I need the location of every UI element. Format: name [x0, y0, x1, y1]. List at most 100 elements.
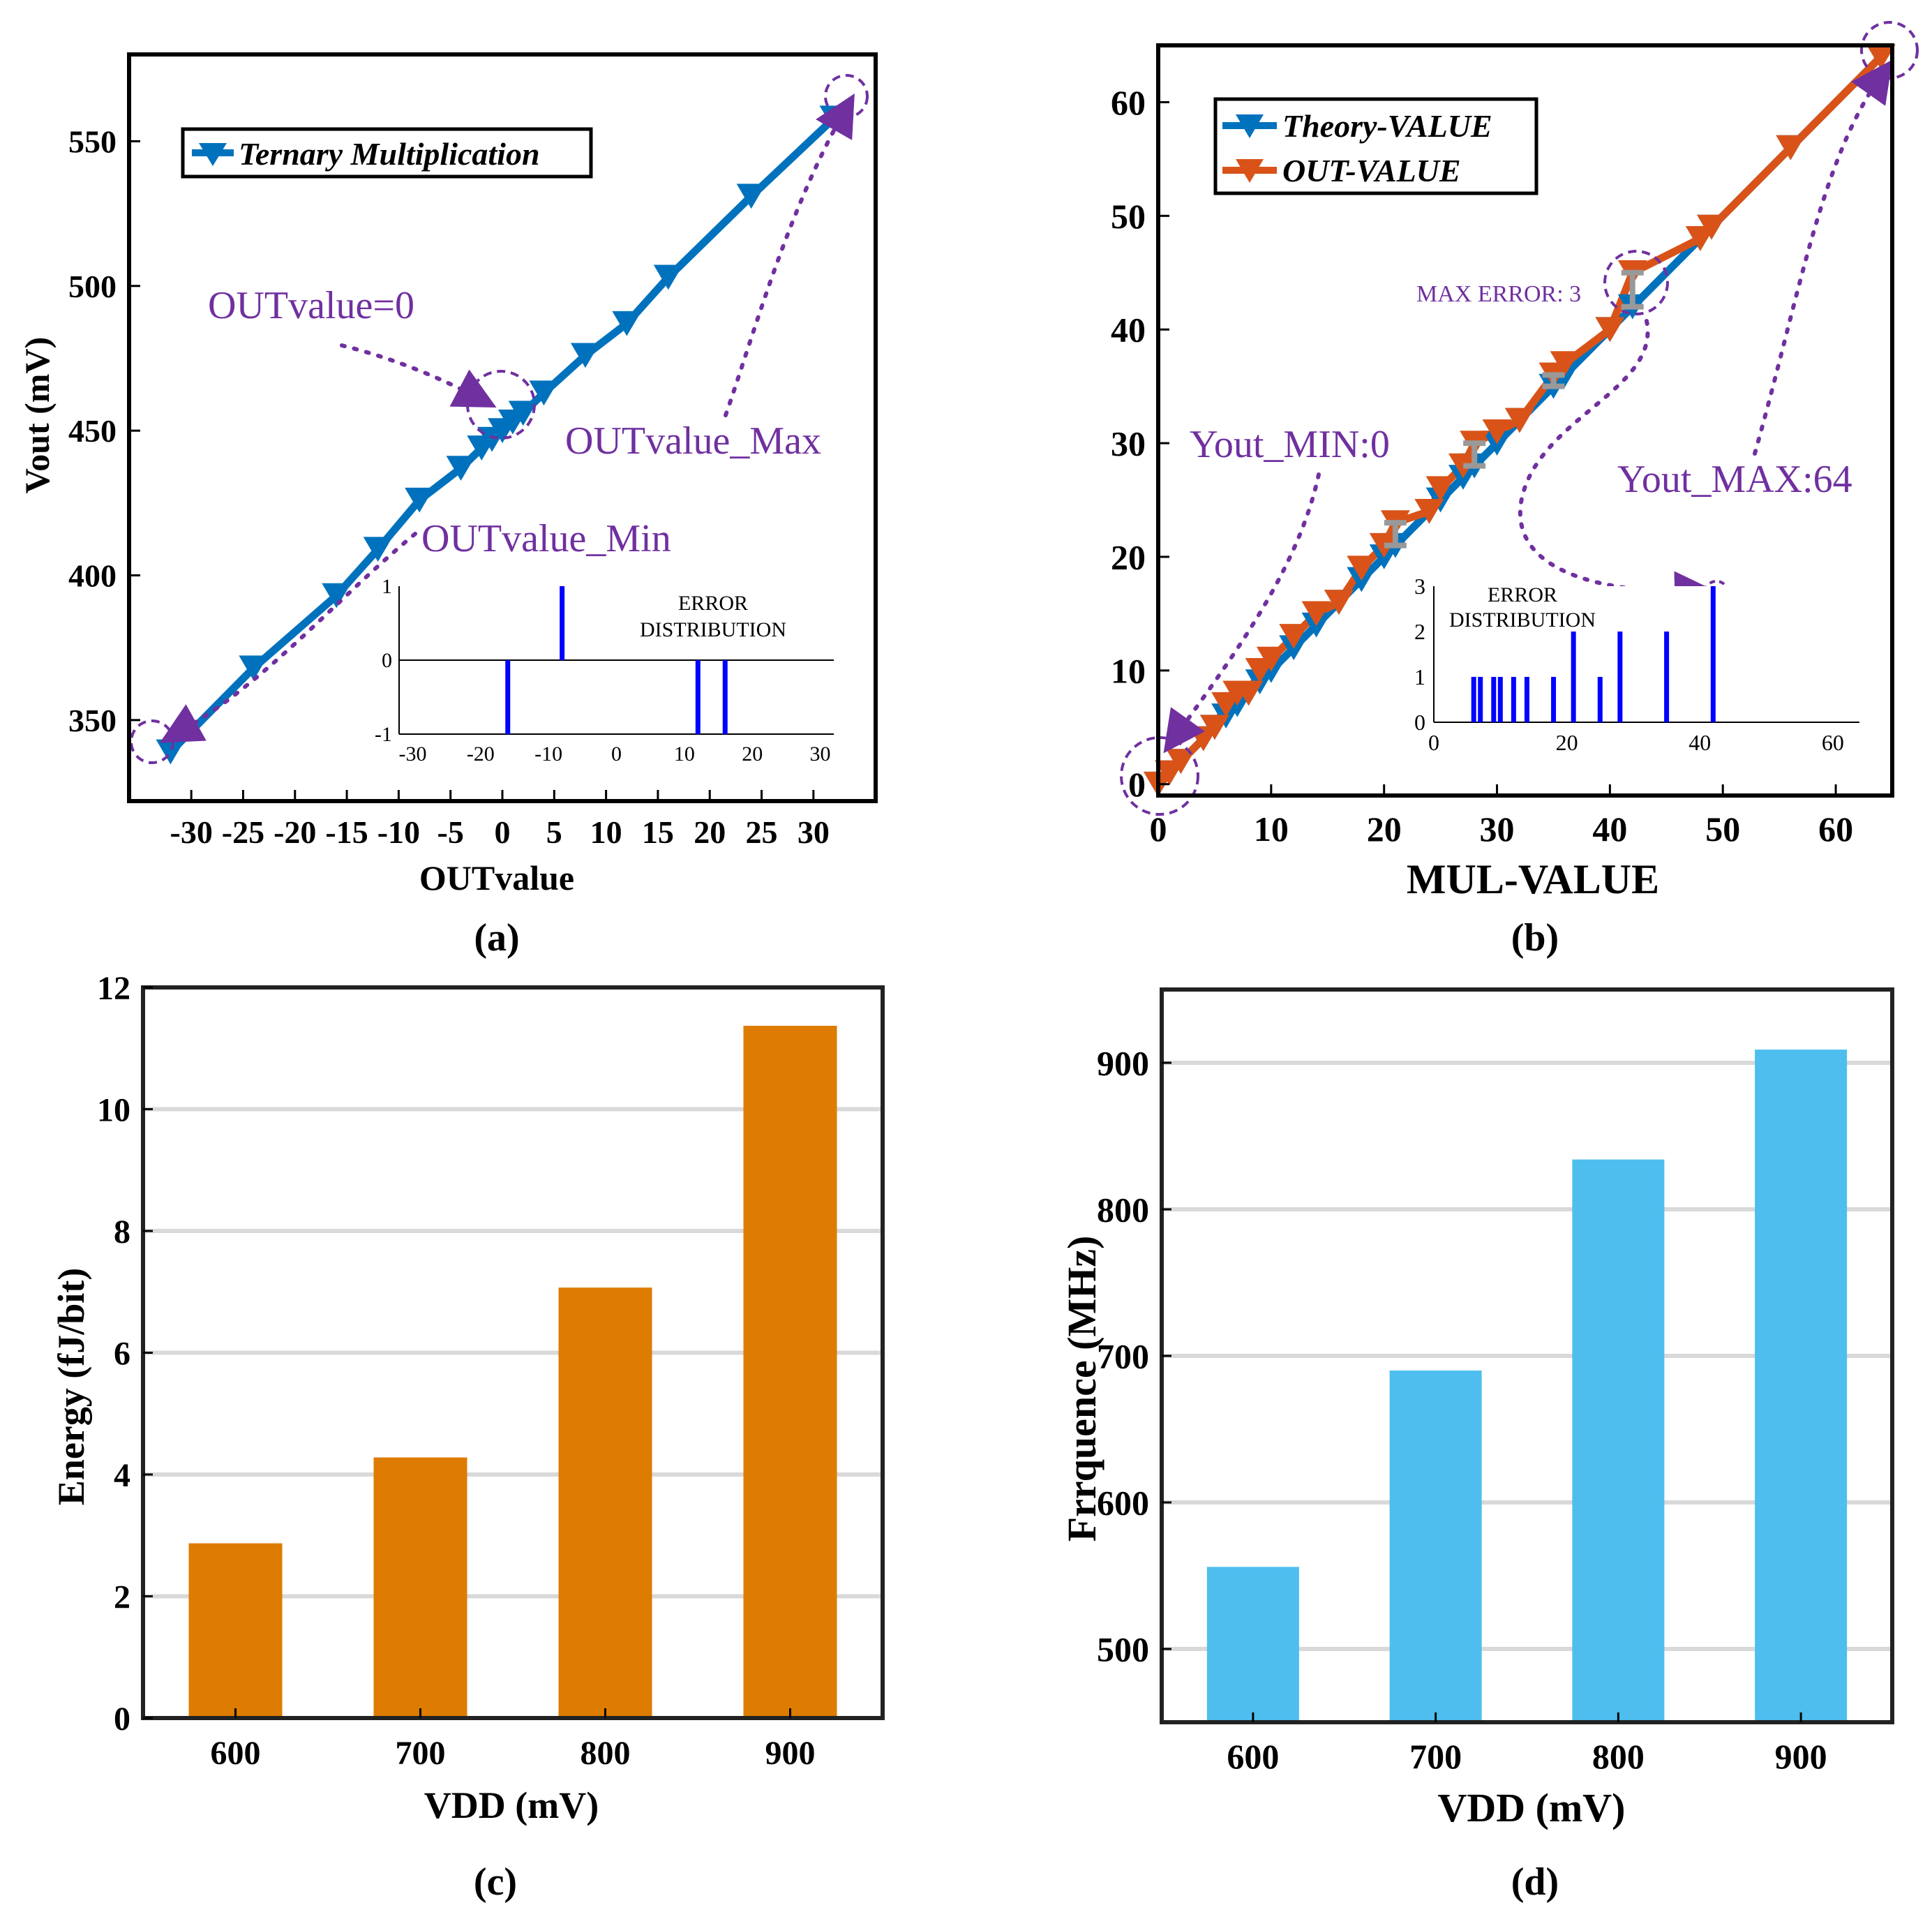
panel-b-inset-ytick-label: 1 — [1414, 664, 1425, 689]
panel-a-xtick-label: -5 — [437, 814, 464, 850]
panel-a-inset-xtick-label: 10 — [674, 742, 695, 766]
panel-a-xtick-label: 20 — [694, 814, 726, 850]
panel-b-ytick-label: 60 — [1111, 83, 1146, 122]
panel-b-xtick-label: 20 — [1367, 809, 1402, 849]
panel-b-data-point-out — [1482, 419, 1512, 445]
panel-a-data-point — [736, 184, 766, 209]
panel-a-arrow-zero — [340, 343, 497, 408]
panel-a-arrow-max — [724, 93, 855, 417]
panel-d-ytick-label: 500 — [1097, 1630, 1149, 1669]
panel-a-annotations: OUTvalue=0 OUTvalue_Max OUTvalue_Min — [130, 74, 869, 764]
panel-b-caption: (b) — [1511, 916, 1559, 960]
panel-b-data-point-out — [1504, 408, 1534, 433]
panel-b-annotation-max: Yout_MAX:64 — [1617, 458, 1852, 501]
panel-a-inset-xtick-label: 20 — [742, 742, 763, 766]
panel-a-annotation-min: OUTvalue_Min — [421, 517, 671, 560]
panel-b-annotation-max-error: MAX ERROR: 3 — [1416, 281, 1581, 307]
panel-a-inset-xtick-label: -20 — [467, 742, 495, 766]
panel-a-circle-zero — [466, 370, 536, 440]
panel-a-ytick-label: 450 — [68, 413, 117, 449]
panel-a-xtick-label: -25 — [222, 814, 264, 850]
panel-a-ytick-label: 400 — [68, 558, 117, 594]
panel-b-data-point-out — [1448, 453, 1478, 479]
panel-b-data-point-out — [1166, 749, 1196, 774]
panel-b-inset-xtick-label: 40 — [1688, 730, 1711, 755]
panel-b-data-point-out — [1414, 498, 1444, 524]
panel-b-data-point-out — [1697, 214, 1727, 240]
panel-b-legend-marker-out — [1236, 159, 1264, 183]
panel-a-data-point — [156, 739, 186, 765]
panel-b-inset-xtick-label: 60 — [1822, 730, 1844, 755]
panel-c-ytick-label: 12 — [97, 970, 130, 1007]
panel-b-xtick-label: 30 — [1480, 809, 1515, 849]
panel-b-circle-max-error — [1603, 250, 1669, 315]
panel-d-bar-900 — [1755, 1050, 1848, 1722]
panel-a-xtick-label: -15 — [325, 814, 368, 850]
panel-a-xtick-label: 25 — [746, 814, 778, 850]
panel-d-xtick-label: 600 — [1227, 1737, 1279, 1776]
panel-b-data-point-out — [1279, 624, 1309, 649]
panel-c-bar-600 — [188, 1543, 283, 1718]
panel-d-ytick-label: 800 — [1097, 1190, 1149, 1230]
panel-a-data-point — [653, 264, 683, 290]
panel-a-ytick-label: 550 — [68, 124, 117, 160]
panel-c-ylabel: Energy (fJ/bit) — [50, 1268, 92, 1505]
panel-a-xtick-label: 10 — [590, 814, 622, 850]
panel-b-arrow-error-dist — [1518, 319, 1716, 613]
panel-a-xlabel: OUTvalue — [419, 858, 574, 897]
panel-a-inset-title-2: DISTRIBUTION — [640, 618, 786, 641]
panel-a-chart: OUTvalue=0 OUTvalue_Max OUTvalue_Min Ter… — [17, 52, 878, 960]
panel-a-annotation-zero: OUTvalue=0 — [208, 284, 414, 327]
panel-b-inset-bg — [1434, 586, 1859, 722]
panel-a-xtick-label: -30 — [170, 814, 213, 850]
panel-c-ytick-label: 0 — [114, 1701, 130, 1738]
panel-a-data-point — [612, 311, 642, 336]
panel-b-xtick-label: 0 — [1150, 809, 1167, 849]
panel-b-circle-min — [1120, 736, 1199, 816]
panel-c-xtick-label: 800 — [581, 1735, 631, 1772]
panel-b-ytick-label: 0 — [1128, 765, 1146, 804]
panel-c-ytick-label: 6 — [114, 1335, 130, 1372]
panel-b-ytick-label: 10 — [1111, 651, 1146, 690]
panel-a-inset-ytick-label: 0 — [382, 649, 392, 672]
panel-a-caption: (a) — [474, 916, 519, 960]
panel-a-data-point — [405, 487, 435, 513]
panel-d-ytick-label: 700 — [1097, 1337, 1149, 1376]
panel-a-data-point — [508, 401, 538, 426]
panel-a-inset-xtick-label: -10 — [534, 742, 562, 766]
panel-a-xtick-label: -10 — [377, 814, 420, 850]
panel-b-xtick-label: 50 — [1705, 809, 1740, 849]
panel-c-xtick-label: 600 — [211, 1735, 261, 1772]
panel-b-legend: Theory-VALUE OUT-VALUE — [1213, 97, 1538, 195]
panel-d-xlabel: VDD (mV) — [1438, 1785, 1626, 1830]
panel-a-data-point — [446, 456, 476, 481]
panel-d-bar-600 — [1206, 1567, 1299, 1722]
panel-b-data-point-out — [1776, 135, 1806, 160]
panel-c-ytick-label: 2 — [114, 1578, 130, 1615]
panel-c-ytick-label: 8 — [114, 1214, 130, 1251]
panel-d-xtick-label: 800 — [1592, 1737, 1645, 1776]
panel-b-legend-label-out: OUT-VALUE — [1282, 153, 1461, 188]
panel-b-data-point-out — [1550, 351, 1580, 376]
panel-b-ytick-label: 20 — [1111, 537, 1146, 576]
panel-b-annotation-min: Yout_MIN:0 — [1190, 423, 1390, 466]
panel-b-data-point-out — [1324, 590, 1354, 615]
panel-a-circle-max — [824, 74, 869, 119]
panel-b-axes-frame — [1156, 43, 1894, 798]
panel-a-xtick-label: 0 — [495, 814, 511, 850]
panel-b-arrow-max — [1753, 59, 1893, 456]
panel-b-xtick-label: 10 — [1254, 809, 1289, 849]
panel-d-chart: 600 700 800 900 500 600 700 800 900 VDD (mV) Frr… — [1059, 987, 1894, 1904]
panel-a-inset-xtick-label: 0 — [611, 742, 622, 766]
panel-d-ytick-label: 900 — [1097, 1044, 1149, 1083]
panel-b-inset-ytick-label: 3 — [1414, 574, 1425, 599]
panel-b-inset-ytick-label: 0 — [1414, 710, 1425, 735]
panel-a-data-point — [363, 537, 393, 562]
panel-b-legend-label-theory: Theory-VALUE — [1282, 108, 1492, 144]
panel-a-data-point — [239, 655, 269, 681]
panel-c-bar-700 — [373, 1457, 467, 1718]
panel-c-chart: 600 700 800 900 0 2 4 6 8 10 12 VDD (mV) Energy (f… — [50, 970, 885, 1904]
panel-b-data-point-out — [1199, 715, 1229, 740]
panel-d-ytick-label: 600 — [1097, 1484, 1149, 1523]
